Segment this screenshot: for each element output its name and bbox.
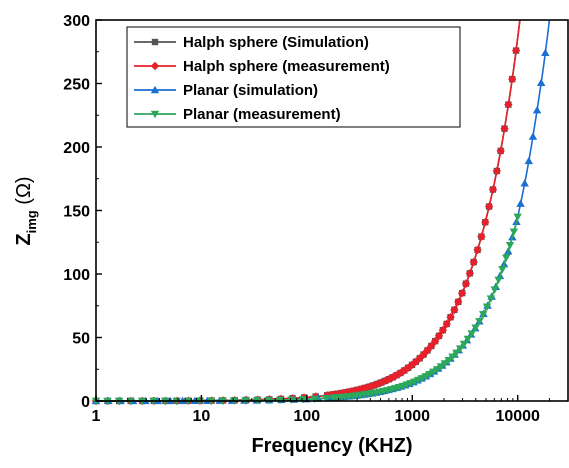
series-4-point [432,366,442,374]
legend-item: Planar (measurement) [134,106,341,123]
legend-label: Halph sphere (Simulation) [183,34,369,51]
axis-layer: 1 10 100 1000 10000 0 50 100 150 200 250 300 [63,13,550,425]
y-axis-title-sub: img [24,210,39,233]
series-2-point [500,124,509,133]
series-2-point [508,74,517,84]
x-tick-label: 10000 [495,408,540,425]
series-4-point [440,360,450,368]
x-tick-label: 100 [293,408,320,425]
series-4-point [471,324,480,332]
series-2-point [430,336,440,346]
legend-label: Planar (simulation) [183,82,318,99]
series-4-point [436,363,446,371]
series-4-point [448,353,457,361]
series-2-point [454,297,463,307]
series-4-point [475,318,484,326]
legend-swatch-marker [150,110,160,119]
series-4-point [459,340,469,349]
series-2-point [438,325,448,335]
series-4-point [321,394,331,403]
series-2-point [504,100,513,109]
y-axis-title-main: Z [13,233,35,245]
series-2-point [477,232,486,241]
series-3-point [520,179,529,187]
series-2-point [465,269,475,278]
y-tick-label: 200 [63,140,90,157]
legend-box [126,26,461,128]
legend-item: Planar (simulation) [134,82,318,99]
series-2-point [511,46,521,55]
series-3-point [541,48,550,57]
legend-item: Halph sphere (measurement) [134,58,390,75]
y-tick-label: 50 [72,331,90,348]
y-tick-label: 100 [63,267,90,284]
series-4-point [509,228,519,236]
series-2-point [488,185,498,194]
series-3-point [528,132,538,140]
y-axis-title-unit: (Ω) [13,176,35,210]
series-4-point [486,295,496,303]
series-4-point [482,303,492,311]
x-tick-label: 1 [92,408,101,425]
series-2-point [496,146,505,156]
series-2-point [492,166,502,176]
y-tick-label: 150 [63,204,90,221]
series-4-point [310,395,319,404]
series-4-point [287,396,296,404]
series-3-point [524,156,534,165]
series-2-point [473,245,482,255]
legend-swatch-marker [151,38,159,46]
series-4-point [513,213,522,222]
series-4-point [463,335,473,344]
series-2-point [446,312,455,322]
series-3-point [516,199,525,207]
series-4-point [494,276,503,285]
series-2-point [461,279,471,288]
series-2-point [481,218,490,227]
series-4-point [478,311,488,319]
series-2-point [457,288,467,298]
series-4-point [505,242,515,250]
series-2-point [427,341,436,351]
x-tick-label: 10 [193,408,211,425]
series-4-point [298,396,308,404]
series-2-point [434,331,444,341]
y-tick-label: 250 [63,77,90,94]
legend-swatch-marker [150,61,160,71]
legend-swatch-marker [150,85,160,94]
y-tick-label: 0 [81,394,90,411]
legend: Halph sphere (Simulation) Halph sphere (m… [126,26,461,128]
y-tick-label: 300 [63,13,90,30]
series-4-point [467,330,476,338]
legend-label: Halph sphere (measurement) [183,58,390,75]
y-axis-title: Zimg (Ω) [13,176,39,245]
series-4-point [501,254,511,262]
series-2-point [469,257,478,267]
series-4-point [490,286,499,294]
legend-label: Planar (measurement) [183,106,341,123]
series-4-point [452,349,461,357]
series-4-point [429,368,438,377]
x-tick-label: 1000 [394,408,430,425]
series-2-point [450,305,459,315]
series-4-point [455,345,465,353]
series-3-point [536,78,546,86]
series-4-point [444,357,453,365]
series-2-point [484,202,494,211]
x-axis-title: Frequency (KHZ) [251,435,412,457]
series-3-point [532,105,542,114]
series-2-point [442,319,451,329]
series-4-point [498,266,507,274]
legend-item: Halph sphere (Simulation) [134,34,369,51]
